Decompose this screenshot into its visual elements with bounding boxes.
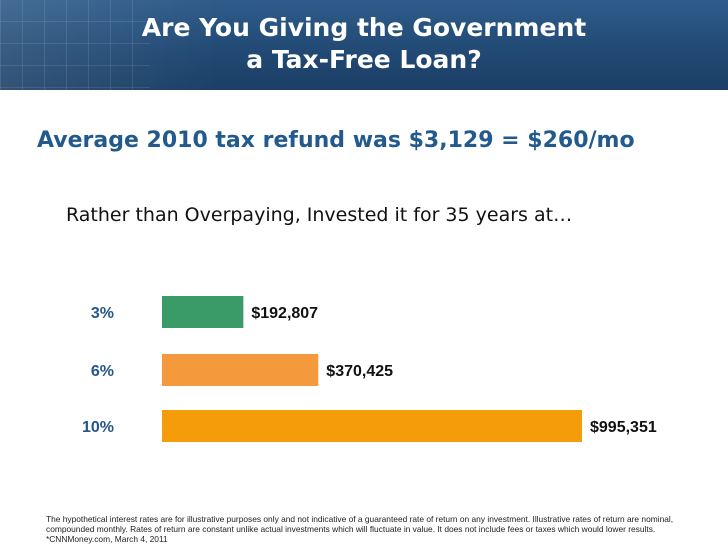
title-line-2: a Tax-Free Loan?	[246, 45, 482, 74]
value-label: $192,807	[251, 305, 318, 322]
value-label: $370,425	[326, 363, 393, 380]
category-label: 10%	[82, 419, 114, 436]
banner-grid-pattern	[0, 0, 150, 90]
value-label: $995,351	[590, 419, 657, 436]
category-label: 3%	[91, 305, 114, 322]
title-banner: Are You Giving the Government a Tax-Free…	[0, 0, 728, 90]
bar	[162, 410, 582, 442]
title-line-1: Are You Giving the Government	[141, 13, 587, 42]
page-title: Are You Giving the Government a Tax-Free…	[0, 12, 728, 76]
footnote: The hypothetical interest rates are for …	[46, 514, 674, 544]
banner-glow	[0, 0, 728, 90]
bar	[162, 296, 244, 328]
bar	[162, 354, 319, 386]
bar-chart: 3% $192,807 6% $370,425 10% $995,351	[82, 296, 657, 442]
lead-text: Rather than Overpaying, Invested it for …	[66, 204, 573, 226]
category-label: 6%	[91, 363, 114, 380]
subtitle: Average 2010 tax refund was $3,129 = $26…	[37, 128, 635, 153]
